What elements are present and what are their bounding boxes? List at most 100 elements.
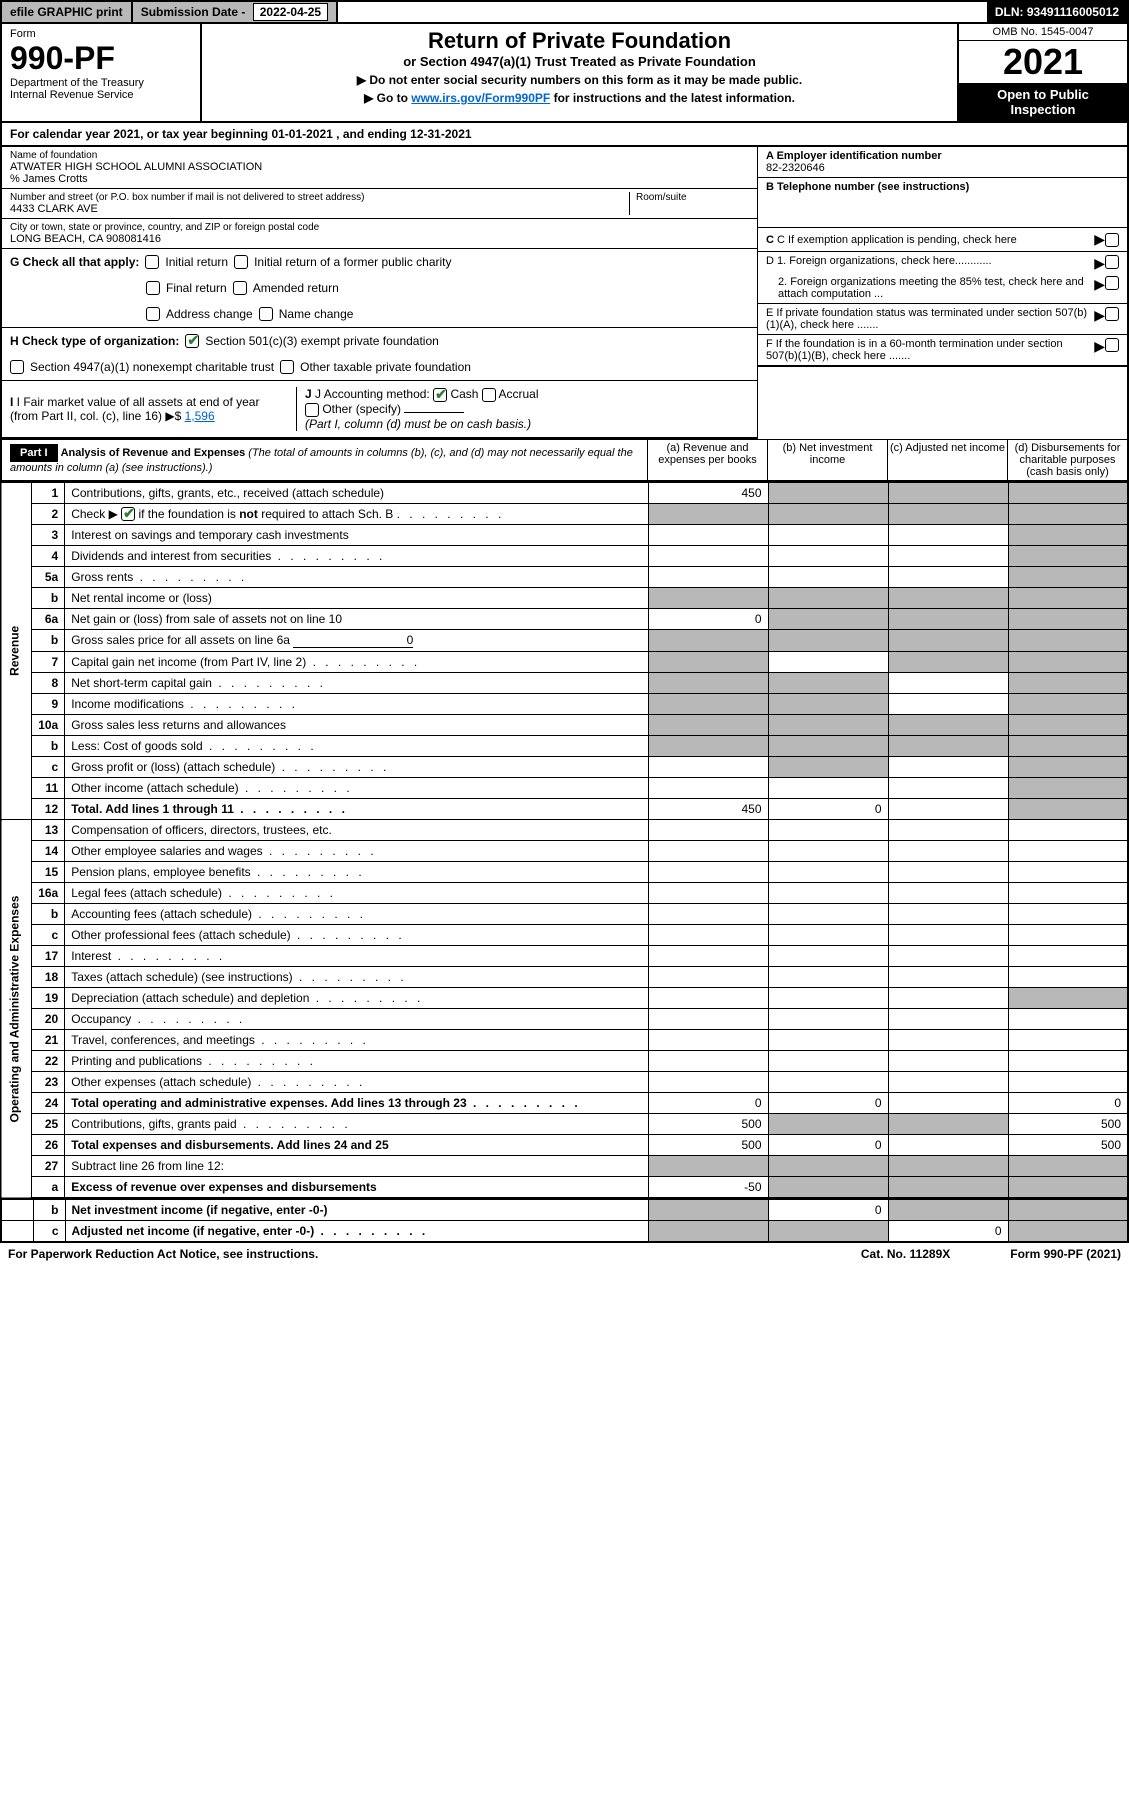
line-desc: Gross sales price for all assets on line… (65, 630, 648, 652)
other-specify-checkbox[interactable] (305, 403, 319, 417)
efile-label[interactable]: efile GRAPHIC print (2, 2, 133, 22)
j-note: (Part I, column (d) must be on cash basi… (305, 417, 531, 431)
line-num: 11 (32, 778, 65, 799)
table-row: 5aGross rents (1, 567, 1128, 588)
other-taxable-checkbox[interactable] (280, 360, 294, 374)
line-num: 8 (32, 673, 65, 694)
entity-right: A Employer identification number 82-2320… (757, 147, 1127, 439)
g-opt-4: Address change (166, 307, 253, 321)
line-desc: Contributions, gifts, grants, etc., rece… (65, 482, 648, 503)
g-opt-3: Amended return (253, 281, 339, 295)
schb-checkbox[interactable] (121, 507, 135, 521)
line-num: 20 (32, 1009, 65, 1030)
line-num: 25 (32, 1114, 65, 1135)
table-row: 4Dividends and interest from securities (1, 546, 1128, 567)
table-row: bLess: Cost of goods sold (1, 736, 1128, 757)
line-desc: Excess of revenue over expenses and disb… (65, 1177, 648, 1199)
line-desc: Printing and publications (65, 1051, 648, 1072)
d1-checkbox[interactable] (1105, 255, 1119, 269)
c-checkbox[interactable] (1105, 233, 1119, 247)
table-row: 24Total operating and administrative exp… (1, 1093, 1128, 1114)
line-desc: Taxes (attach schedule) (see instruction… (65, 967, 648, 988)
line-desc: Legal fees (attach schedule) (65, 883, 648, 904)
col-a-val: -50 (648, 1177, 768, 1199)
line-num: b (32, 588, 65, 609)
e-label: E If private foundation status was termi… (766, 307, 1094, 331)
g-label: G Check all that apply: (10, 255, 139, 269)
col-a-val: 500 (648, 1114, 768, 1135)
fmv-value[interactable]: 1,596 (185, 409, 215, 423)
col-a-val: 450 (648, 482, 768, 503)
a-label: A Employer identification number (766, 150, 1119, 162)
initial-return-checkbox[interactable] (145, 255, 159, 269)
table-row: 14Other employee salaries and wages (1, 841, 1128, 862)
i-label: I Fair market value of all assets at end… (10, 395, 259, 423)
501c3-checkbox[interactable] (185, 334, 199, 348)
ssn-note: ▶ Do not enter social security numbers o… (210, 73, 949, 87)
table-row: cOther professional fees (attach schedul… (1, 925, 1128, 946)
goto-note: ▶ Go to www.irs.gov/Form990PF for instru… (210, 91, 949, 105)
col-d-header: (d) Disbursements for charitable purpose… (1007, 440, 1127, 480)
table-row: 10aGross sales less returns and allowanc… (1, 715, 1128, 736)
col-a-val: 0 (648, 609, 768, 630)
col-a-val: 0 (648, 1093, 768, 1114)
j-cash: Cash (450, 387, 478, 401)
form-subtitle: or Section 4947(a)(1) Trust Treated as P… (210, 54, 949, 69)
col-a-header: (a) Revenue and expenses per books (647, 440, 767, 480)
goto-post: for instructions and the latest informat… (554, 91, 795, 105)
line-num: b (32, 904, 65, 925)
revenue-side-label: Revenue (1, 482, 32, 820)
line-num: 17 (32, 946, 65, 967)
line-num: 26 (32, 1135, 65, 1156)
accrual-checkbox[interactable] (482, 388, 496, 402)
d2-checkbox[interactable] (1105, 276, 1119, 290)
table-row: 7Capital gain net income (from Part IV, … (1, 652, 1128, 673)
col-b-val: 0 (768, 1200, 888, 1221)
header-center: Return of Private Foundation or Section … (202, 24, 957, 121)
table-row: cAdjusted net income (if negative, enter… (1, 1221, 1128, 1243)
j-label: J Accounting method: (315, 387, 430, 401)
line-desc: Income modifications (65, 694, 648, 715)
g-opt-1: Initial return of a former public charit… (254, 255, 451, 269)
f-checkbox[interactable] (1105, 338, 1119, 352)
part1-table: Revenue 1 Contributions, gifts, grants, … (0, 482, 1129, 1200)
addr-label: Number and street (or P.O. box number if… (10, 192, 629, 203)
part1-desc: Part I Analysis of Revenue and Expenses … (2, 440, 647, 480)
h-opt-1: Section 501(c)(3) exempt private foundat… (205, 334, 438, 348)
dln: DLN: 93491116005012 (987, 2, 1127, 22)
cash-checkbox[interactable] (433, 388, 447, 402)
line-num: 1 (32, 482, 65, 503)
form-url-link[interactable]: www.irs.gov/Form990PF (411, 91, 550, 105)
line-desc: Dividends and interest from securities (65, 546, 648, 567)
line-desc: Other professional fees (attach schedule… (65, 925, 648, 946)
amended-return-checkbox[interactable] (233, 281, 247, 295)
col-d-val: 500 (1008, 1135, 1128, 1156)
omb-number: OMB No. 1545-0047 (959, 24, 1127, 41)
address-change-checkbox[interactable] (146, 307, 160, 321)
g-check-row: G Check all that apply: Initial return I… (2, 249, 757, 328)
table-row: 18Taxes (attach schedule) (see instructi… (1, 967, 1128, 988)
col-a-val: 450 (648, 799, 768, 820)
initial-former-checkbox[interactable] (234, 255, 248, 269)
table-row: 9Income modifications (1, 694, 1128, 715)
entity-left: Name of foundation ATWATER HIGH SCHOOL A… (2, 147, 757, 439)
line-desc: Net short-term capital gain (65, 673, 648, 694)
line-desc: Other employee salaries and wages (65, 841, 648, 862)
col-b-val: 0 (768, 1135, 888, 1156)
4947a1-checkbox[interactable] (10, 360, 24, 374)
foundation-name-cell: Name of foundation ATWATER HIGH SCHOOL A… (2, 147, 757, 189)
line-desc: Other expenses (attach schedule) (65, 1072, 648, 1093)
footer: For Paperwork Reduction Act Notice, see … (0, 1243, 1129, 1265)
final-return-checkbox[interactable] (146, 281, 160, 295)
e-checkbox[interactable] (1105, 307, 1119, 321)
table-row: 27Subtract line 26 from line 12: (1, 1156, 1128, 1177)
line-num: 9 (32, 694, 65, 715)
table-row: bGross sales price for all assets on lin… (1, 630, 1128, 652)
city-cell: City or town, state or province, country… (2, 219, 757, 249)
form-header: Form 990-PF Department of the Treasury I… (0, 24, 1129, 123)
line-desc: Total. Add lines 1 through 11 (65, 799, 648, 820)
ein-cell: A Employer identification number 82-2320… (758, 147, 1127, 178)
name-change-checkbox[interactable] (259, 307, 273, 321)
line-num: b (33, 1200, 65, 1221)
other-blank[interactable] (404, 412, 464, 413)
